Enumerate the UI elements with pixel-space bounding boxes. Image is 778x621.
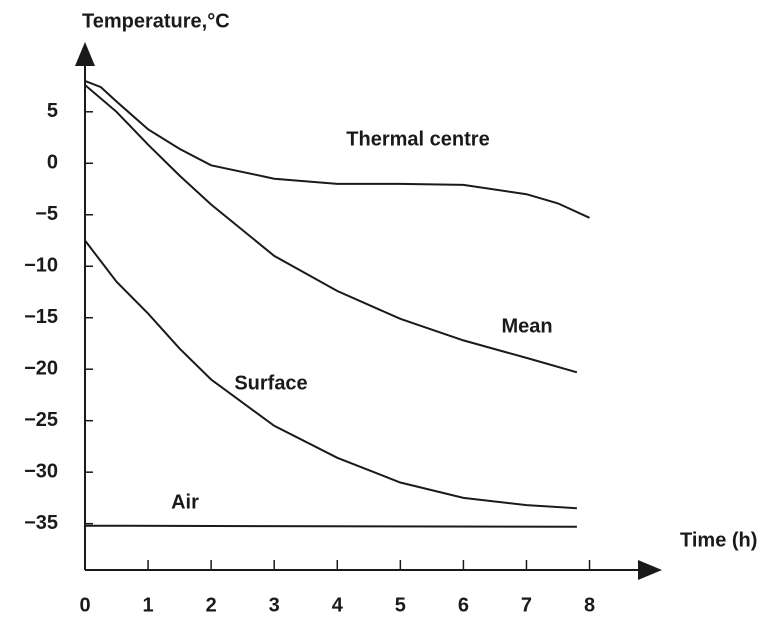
y-tick-label: −5 (35, 203, 58, 225)
x-tick-label: 2 (206, 594, 217, 616)
x-tick-label: 1 (143, 594, 154, 616)
series-line (84, 84, 578, 374)
series-label: Mean (501, 315, 552, 337)
series-label: Surface (234, 372, 307, 394)
y-tick-label: 0 (47, 152, 58, 174)
series-line (84, 239, 577, 510)
x-axis-arrow (638, 560, 662, 580)
series-line (84, 524, 577, 528)
x-tick-label: 0 (79, 594, 90, 616)
y-tick-label: −20 (24, 357, 58, 379)
y-tick-label: −10 (24, 255, 58, 277)
x-tick-label: 4 (332, 594, 344, 616)
x-tick-label: 3 (269, 594, 280, 616)
y-tick-label: −15 (24, 306, 58, 328)
y-tick-label: 5 (47, 100, 58, 122)
y-tick-label: −25 (24, 409, 58, 431)
y-axis-title: Temperature,°C (82, 10, 230, 32)
series-line (84, 79, 590, 219)
x-tick-label: 6 (458, 594, 469, 616)
series-label: Air (171, 491, 199, 513)
x-tick-label: 8 (584, 594, 595, 616)
y-tick-label: −30 (24, 460, 58, 482)
x-axis-title: Time (h) (680, 529, 757, 551)
x-tick-label: 5 (395, 594, 406, 616)
y-tick-label: −35 (24, 512, 58, 534)
y-axis-arrow (75, 42, 95, 66)
series-label: Thermal centre (346, 128, 489, 150)
x-tick-label: 7 (521, 594, 532, 616)
